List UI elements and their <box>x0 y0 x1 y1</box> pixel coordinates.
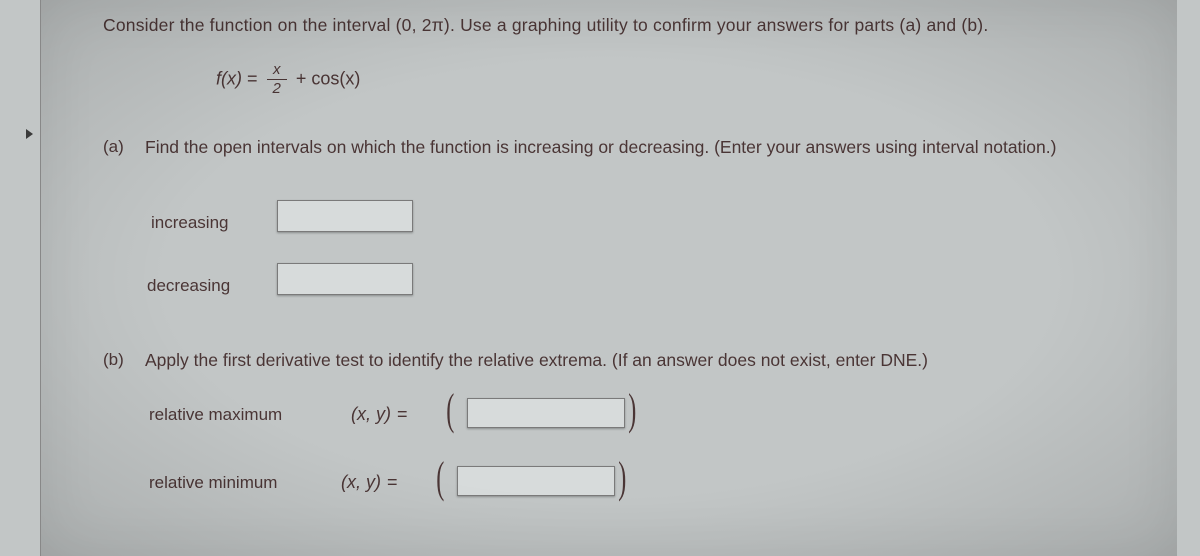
rel-max-xy: (x, y) = <box>351 404 414 425</box>
frac-numerator: x <box>267 62 287 80</box>
xy-text-2: (x, y) <box>341 472 381 492</box>
fn-lhs: f(x) <box>216 69 242 89</box>
fn-plus: + <box>291 69 312 89</box>
question-panel: Consider the function on the interval (0… <box>40 0 1177 556</box>
eq-sign: = <box>397 404 408 424</box>
rel-max-label: relative maximum <box>149 404 282 427</box>
xy-text: (x, y) <box>351 404 391 424</box>
part-a-marker: (a) <box>103 136 124 159</box>
paren-close-icon: ) <box>628 384 636 435</box>
fraction: x2 <box>267 62 287 98</box>
fn-eq: = <box>242 69 263 89</box>
increasing-input[interactable] <box>278 201 412 231</box>
rel-max-input-box[interactable] <box>467 398 625 428</box>
decreasing-input[interactable] <box>278 264 412 294</box>
question-prompt: Consider the function on the interval (0… <box>103 14 1183 38</box>
rel-max-input[interactable] <box>468 399 624 427</box>
caret-right-icon <box>26 129 33 139</box>
rel-min-xy: (x, y) = <box>341 472 404 493</box>
increasing-label: increasing <box>151 212 229 235</box>
part-b-marker: (b) <box>103 349 124 372</box>
rel-min-input[interactable] <box>458 467 614 495</box>
frac-denominator: 2 <box>267 80 287 98</box>
part-b-text: Apply the first derivative test to ident… <box>145 349 1185 373</box>
rel-min-input-box[interactable] <box>457 466 615 496</box>
paren-open-icon-2: ( <box>436 452 444 503</box>
rel-min-label: relative minimum <box>149 472 277 495</box>
paren-open-icon: ( <box>446 384 454 435</box>
decreasing-input-box[interactable] <box>277 263 413 295</box>
decreasing-label: decreasing <box>147 275 230 298</box>
paren-close-icon-2: ) <box>618 452 626 503</box>
increasing-input-box[interactable] <box>277 200 413 232</box>
part-a-text: Find the open intervals on which the fun… <box>145 136 1185 160</box>
fn-cos: cos(x) <box>311 69 360 89</box>
eq-sign-2: = <box>387 472 398 492</box>
function-definition: f(x) = x2 + cos(x) <box>216 62 360 98</box>
